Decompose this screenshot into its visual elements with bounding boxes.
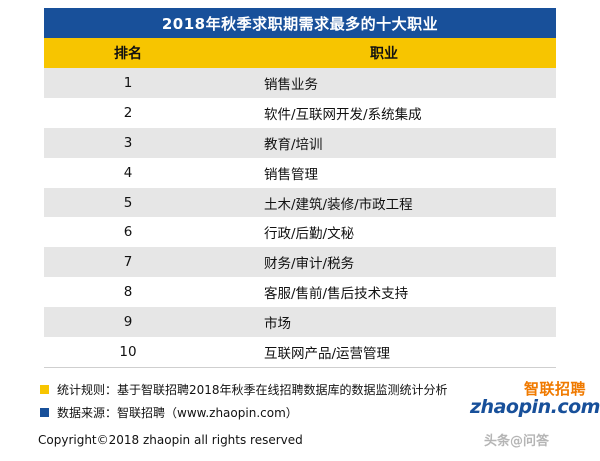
table-row: 5 土木/建筑/装修/市政工程	[44, 187, 556, 218]
table-row: 8 客服/售前/售后技术支持	[44, 277, 556, 308]
table-row: 9 市场	[44, 307, 556, 338]
rank-cell: 8	[123, 284, 133, 301]
header-rank: 排名	[114, 46, 142, 62]
rank-cell: 6	[123, 224, 133, 241]
job-cell: 教育/培训	[264, 136, 323, 153]
zhaopin-logo: 智联招聘 zhaopin.com	[470, 378, 600, 428]
job-cell: 销售业务	[264, 76, 318, 93]
rank-cell: 5	[123, 194, 133, 211]
method-note: 统计规则：基于智联招聘2018年秋季在线招聘数据库的数据监测统计分析	[40, 381, 448, 398]
rank-cell: 2	[123, 104, 133, 121]
job-cell: 行政/后勤/文秘	[264, 226, 355, 243]
job-cell: 软件/互联网开发/系统集成	[264, 106, 422, 123]
rank-cell: 1	[123, 74, 133, 91]
source-note-text: 数据来源：智联招聘（www.zhaopin.com）	[57, 406, 298, 420]
rank-cell: 9	[123, 314, 133, 331]
rank-cell: 4	[123, 164, 133, 181]
header-job: 职业	[370, 46, 398, 62]
watermark: 头条@问答	[484, 434, 550, 449]
job-cell: 客服/售前/售后技术支持	[264, 286, 409, 303]
job-cell: 销售管理	[264, 166, 318, 183]
table-row: 2 软件/互联网开发/系统集成	[44, 97, 556, 128]
job-cell: 财务/审计/税务	[264, 256, 355, 273]
logo-cn-text: 智联招聘	[523, 380, 586, 398]
copyright-text: Copyright©2018 zhaopin all rights reserv…	[38, 433, 303, 447]
table-row: 4 销售管理	[44, 157, 556, 188]
job-cell: 土木/建筑/装修/市政工程	[264, 196, 413, 213]
yellow-square-icon	[40, 385, 49, 394]
table-row: 6 行政/后勤/文秘	[44, 217, 556, 248]
method-note-text: 统计规则：基于智联招聘2018年秋季在线招聘数据库的数据监测统计分析	[57, 383, 448, 397]
table-title: 2018年秋季求职期需求最多的十大职业	[44, 8, 556, 38]
table-body: 1 销售业务 2 软件/互联网开发/系统集成 3 教育/培训 4 销售管理 5 …	[44, 68, 556, 368]
table-row: 7 财务/审计/税务	[44, 247, 556, 278]
table-header: 排名 职业	[44, 38, 556, 68]
source-note: 数据来源：智联招聘（www.zhaopin.com）	[40, 404, 298, 421]
jobs-table: 2018年秋季求职期需求最多的十大职业 排名 职业 1 销售业务 2 软件/互联…	[44, 8, 556, 368]
table-row: 1 销售业务	[44, 68, 556, 98]
rank-cell: 3	[123, 134, 133, 151]
blue-square-icon	[40, 408, 49, 417]
job-cell: 互联网产品/运营管理	[264, 345, 391, 362]
table-row: 3 教育/培训	[44, 127, 556, 158]
rank-cell: 10	[119, 343, 137, 360]
rank-cell: 7	[123, 254, 133, 271]
job-cell: 市场	[264, 316, 291, 333]
logo-en-text: zhaopin.com	[470, 396, 600, 418]
table-row: 10 互联网产品/运营管理	[44, 337, 556, 367]
